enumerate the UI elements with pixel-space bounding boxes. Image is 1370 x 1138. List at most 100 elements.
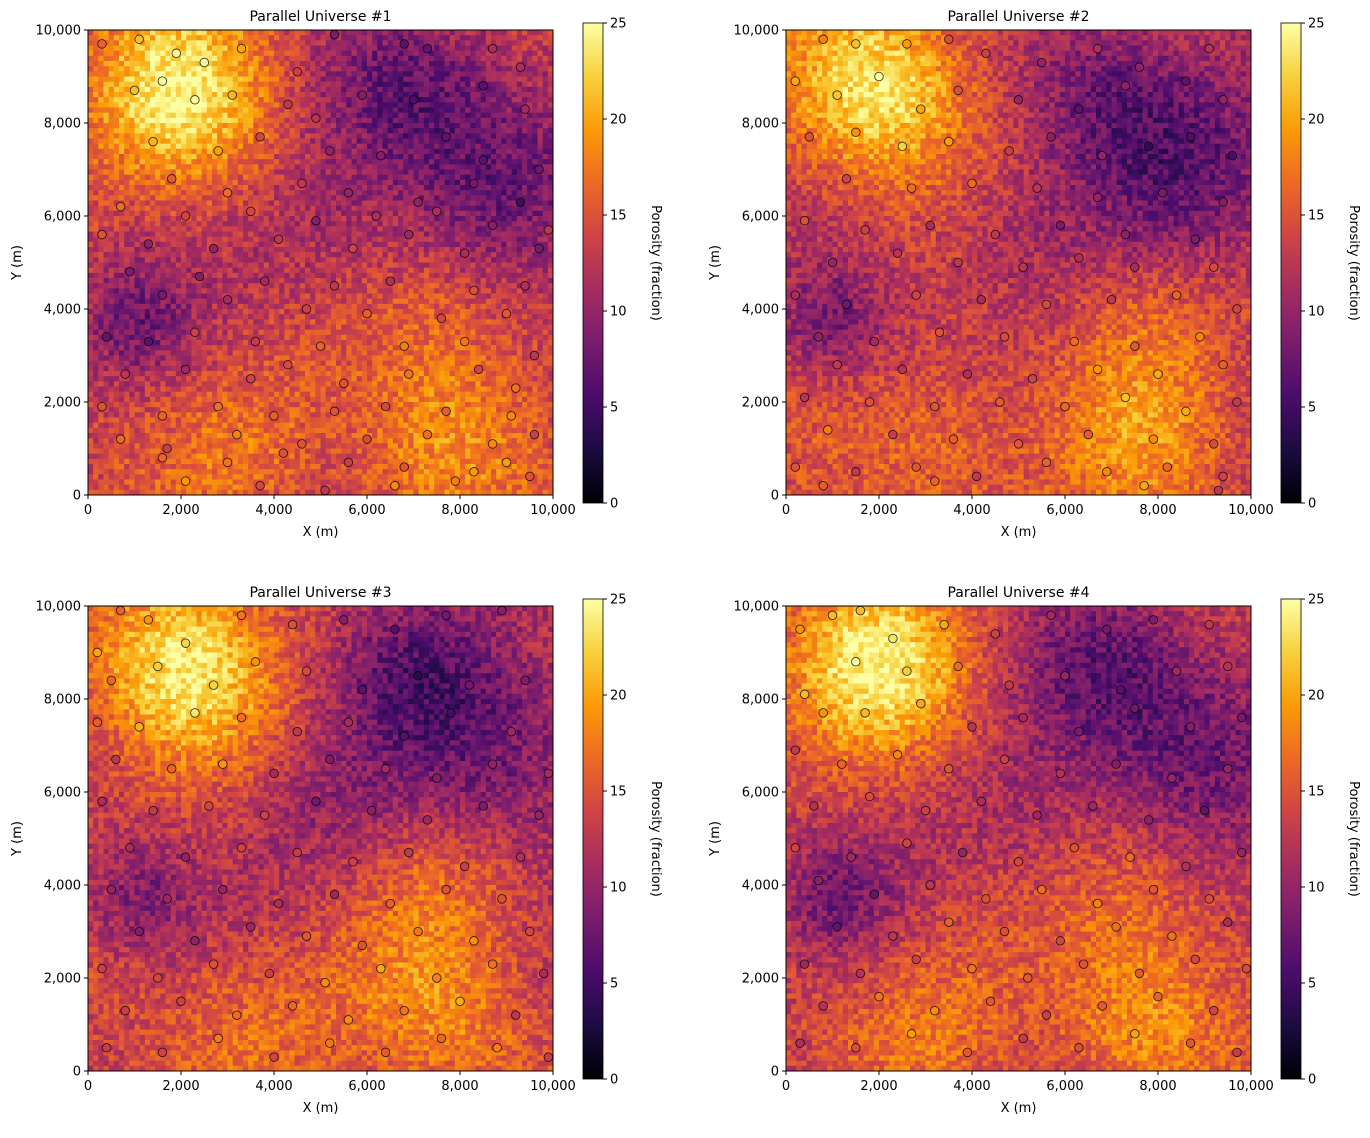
well-marker xyxy=(842,175,851,184)
well-marker xyxy=(1019,1034,1028,1043)
well-marker xyxy=(1196,333,1205,342)
well-marker xyxy=(386,277,395,286)
well-marker xyxy=(409,96,418,105)
well-marker xyxy=(479,82,488,91)
well-marker xyxy=(1233,1048,1242,1057)
well-marker xyxy=(302,932,311,941)
well-marker xyxy=(191,709,200,718)
well-marker xyxy=(326,1039,335,1048)
well-marker xyxy=(530,430,539,439)
well-marker xyxy=(1033,811,1042,820)
well-marker xyxy=(977,797,986,806)
well-marker xyxy=(833,361,842,370)
well-marker xyxy=(1233,398,1242,407)
well-marker xyxy=(963,1048,972,1057)
well-marker xyxy=(209,244,218,253)
well-marker xyxy=(195,272,204,281)
well-marker xyxy=(1061,672,1070,681)
well-marker xyxy=(154,662,163,671)
well-marker xyxy=(460,862,469,871)
well-marker xyxy=(326,147,335,156)
well-marker xyxy=(251,337,260,346)
well-marker xyxy=(898,365,907,374)
well-marker xyxy=(800,690,809,699)
x-tick-label: 2,000 xyxy=(860,1079,897,1094)
well-marker xyxy=(796,625,805,634)
well-marker xyxy=(958,848,967,857)
well-marker xyxy=(903,667,912,676)
well-marker xyxy=(1070,337,1079,346)
well-marker xyxy=(507,727,516,736)
well-marker xyxy=(209,681,218,690)
chart-title: Parallel Universe #4 xyxy=(947,585,1089,601)
well-marker xyxy=(852,128,861,137)
well-marker xyxy=(512,384,521,393)
colorbar-tick-label: 25 xyxy=(610,593,627,608)
well-marker xyxy=(1224,918,1233,927)
y-tick-label: 10,000 xyxy=(734,600,780,615)
well-marker xyxy=(931,477,940,486)
well-marker xyxy=(926,881,935,890)
well-marker xyxy=(865,792,874,801)
well-marker xyxy=(386,899,395,908)
well-marker xyxy=(1219,361,1228,370)
well-marker xyxy=(116,435,125,444)
y-tick-label: 2,000 xyxy=(742,396,779,411)
y-tick-label: 4,000 xyxy=(44,303,81,318)
well-marker xyxy=(144,337,153,346)
well-marker xyxy=(400,342,409,351)
well-marker xyxy=(437,1034,446,1043)
well-marker xyxy=(442,133,451,142)
well-marker xyxy=(889,634,898,643)
y-tick-label: 4,000 xyxy=(44,879,81,894)
well-marker xyxy=(1149,885,1158,894)
well-marker xyxy=(819,709,828,718)
y-axis-label: Y (m) xyxy=(708,245,723,281)
well-marker xyxy=(1084,430,1093,439)
well-marker xyxy=(530,351,539,360)
well-marker xyxy=(870,890,879,899)
well-marker xyxy=(921,806,930,815)
well-marker xyxy=(893,249,902,258)
well-marker xyxy=(400,463,409,472)
well-marker xyxy=(968,723,977,732)
well-marker xyxy=(1098,151,1107,160)
well-marker xyxy=(968,964,977,973)
well-marker xyxy=(917,105,926,114)
well-marker xyxy=(330,30,339,39)
well-marker xyxy=(889,932,898,941)
well-marker xyxy=(945,35,954,44)
well-marker xyxy=(349,244,358,253)
well-marker xyxy=(405,848,414,857)
well-marker xyxy=(247,923,256,932)
well-marker xyxy=(856,606,865,615)
well-marker xyxy=(1154,370,1163,379)
well-marker xyxy=(1237,848,1246,857)
colorbar-tick-label: 15 xyxy=(1308,785,1325,800)
well-marker xyxy=(1205,620,1214,629)
well-marker xyxy=(1191,955,1200,964)
well-marker xyxy=(1210,263,1219,272)
well-marker xyxy=(1061,402,1070,411)
y-tick-label: 6,000 xyxy=(44,786,81,801)
well-marker xyxy=(237,713,246,722)
x-axis-label: X (m) xyxy=(303,1101,339,1116)
well-marker xyxy=(442,885,451,894)
well-marker xyxy=(163,895,172,904)
well-marker xyxy=(1237,713,1246,722)
well-marker xyxy=(1000,755,1009,764)
well-marker xyxy=(191,96,200,105)
well-marker xyxy=(400,40,409,49)
well-marker xyxy=(344,189,353,198)
well-marker xyxy=(498,606,507,615)
well-marker xyxy=(1056,937,1065,946)
colorbar-tick-label: 10 xyxy=(610,305,627,320)
well-marker xyxy=(1182,407,1191,416)
x-tick-label: 10,000 xyxy=(1228,503,1274,518)
well-marker xyxy=(544,1053,553,1062)
well-marker xyxy=(233,1011,242,1020)
well-marker xyxy=(274,235,283,244)
well-marker xyxy=(358,91,367,100)
well-marker xyxy=(791,844,800,853)
well-marker xyxy=(1042,458,1051,467)
